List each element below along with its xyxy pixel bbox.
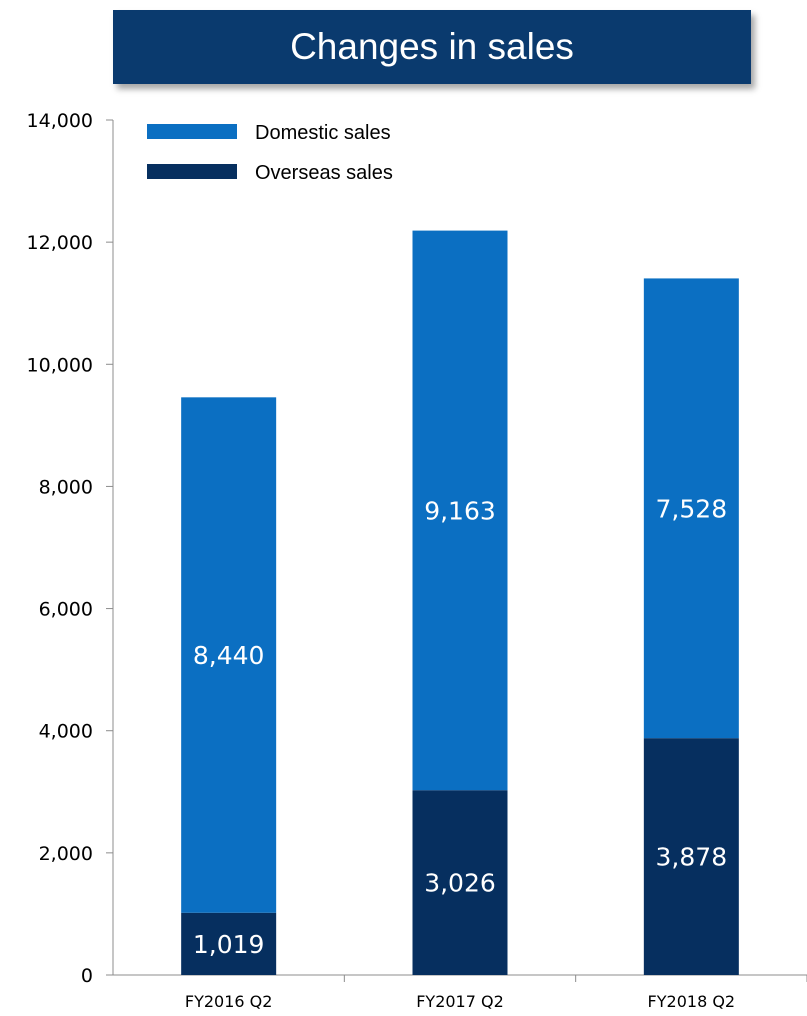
y-tick-label: 8,000 bbox=[39, 476, 93, 498]
chart-title: Changes in sales bbox=[113, 10, 751, 84]
legend-label: Overseas sales bbox=[255, 162, 393, 184]
y-tick-label: 14,000 bbox=[27, 110, 93, 132]
y-tick-label: 12,000 bbox=[27, 232, 93, 254]
y-tick-label: 4,000 bbox=[39, 721, 93, 743]
bar-overseas-sales bbox=[412, 790, 508, 975]
x-tick-label: FY2018 Q2 bbox=[648, 992, 736, 1011]
data-label: 9,163 bbox=[424, 496, 496, 525]
data-label: 8,440 bbox=[193, 641, 265, 670]
x-tick-label: FY2017 Q2 bbox=[416, 992, 504, 1011]
y-tick-label: 10,000 bbox=[27, 354, 93, 376]
bar-overseas-sales bbox=[181, 912, 277, 975]
data-label: 3,878 bbox=[656, 843, 728, 872]
legend-swatch bbox=[147, 124, 237, 139]
y-tick-label: 0 bbox=[81, 965, 93, 987]
bar-domestic-sales bbox=[412, 230, 508, 791]
legend-label: Domestic sales bbox=[255, 122, 391, 144]
y-tick-label: 6,000 bbox=[39, 599, 93, 621]
bar-overseas-sales bbox=[643, 738, 739, 975]
x-tick-label: FY2016 Q2 bbox=[185, 992, 273, 1011]
data-label: 1,019 bbox=[193, 930, 265, 959]
y-tick-label: 2,000 bbox=[39, 843, 93, 865]
legend-swatch bbox=[147, 164, 237, 179]
bar-domestic-sales bbox=[643, 278, 739, 739]
data-label: 7,528 bbox=[656, 494, 728, 523]
bar-domestic-sales bbox=[181, 397, 277, 913]
data-label: 3,026 bbox=[424, 869, 496, 898]
